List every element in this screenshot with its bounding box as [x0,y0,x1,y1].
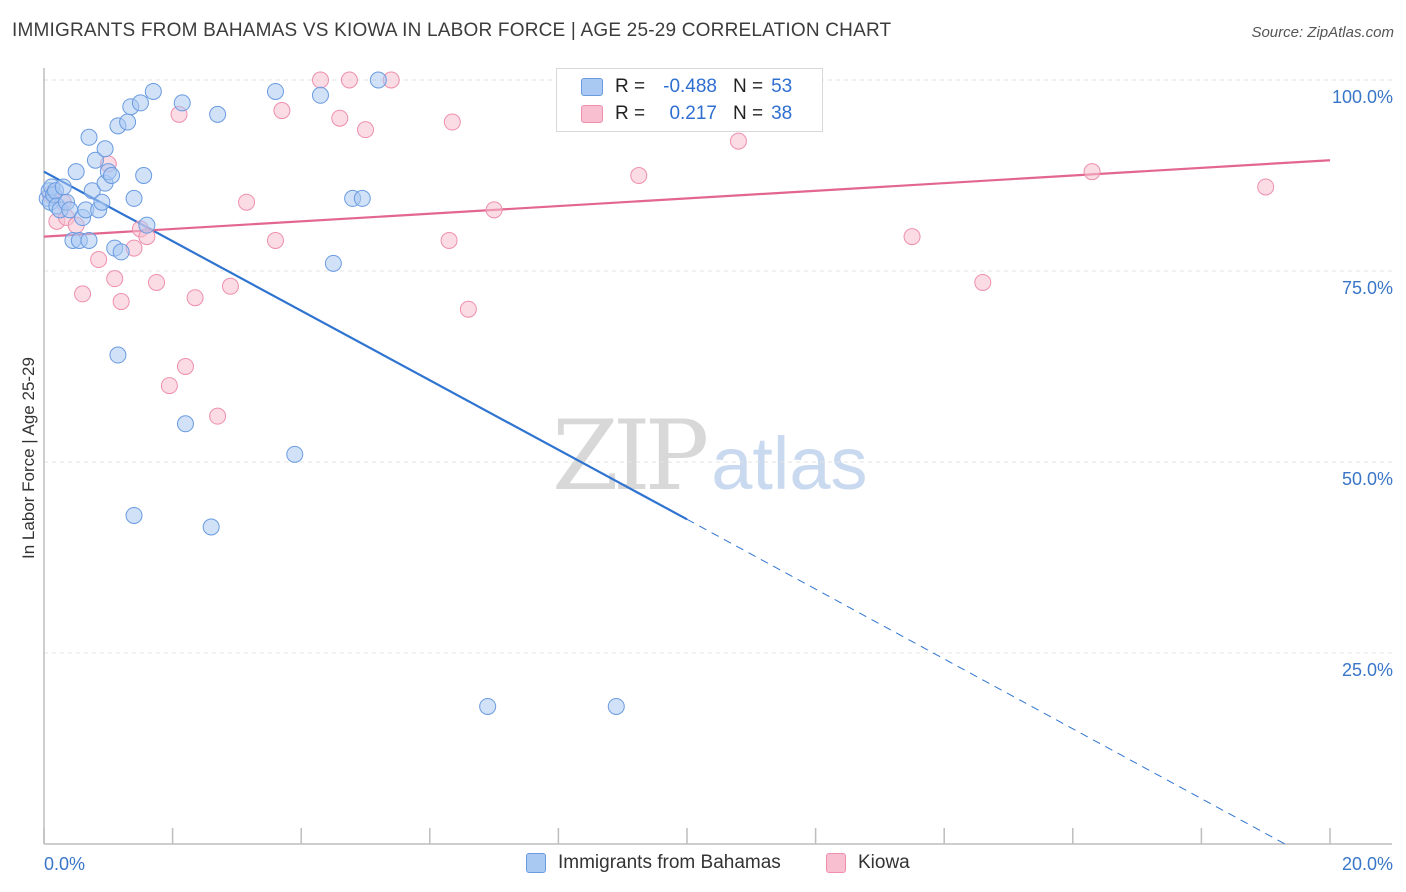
point-bahamas [125,506,143,524]
point-kiowa [221,277,239,295]
y-axis-label: In Labor Force | Age 25-29 [19,357,38,559]
point-bahamas [93,193,111,211]
series-name-bahamas: Immigrants from Bahamas [558,852,781,873]
correlation-legend: R = -0.488 N = 53 R = 0.217 N = 38 [556,68,823,132]
legend-n-label: N = [733,76,764,97]
point-bahamas [54,178,72,196]
point-kiowa [238,193,256,211]
axes [43,68,1392,845]
point-kiowa [176,358,194,375]
zipatlas-watermark: ZIP atlas [552,400,868,512]
point-bahamas [125,189,143,207]
legend-r-value: -0.488 [663,76,717,97]
y-tick-label: 75.0% [1342,278,1393,298]
watermark-zip: ZIP [552,400,709,512]
point-bahamas [202,518,220,536]
point-kiowa [459,300,477,318]
point-kiowa [266,231,284,249]
x-tick-label: 0.0% [44,854,85,874]
point-bahamas [266,82,284,100]
point-bahamas [83,182,101,200]
point-bahamas [103,167,121,184]
legend-r-label: R = [615,103,646,124]
point-kiowa [74,285,92,303]
series-legend: Immigrants from Bahamas Kiowa [0,852,1406,878]
legend-r-label: R = [615,76,646,97]
trend-lines [43,159,1331,845]
legend-swatch-blue [581,78,603,96]
point-kiowa [160,377,178,395]
legend-r-value: 0.217 [669,103,717,124]
series-legend-bahamas: Immigrants from Bahamas [526,852,781,874]
point-bahamas [80,231,98,249]
point-bahamas [112,243,130,261]
point-bahamas [135,167,153,184]
trend-line-kiowa [43,159,1331,238]
point-kiowa [357,121,374,139]
point-bahamas [138,216,156,234]
point-kiowa [106,270,124,288]
point-kiowa [340,71,358,89]
chart-title: IMMIGRANTS FROM BAHAMAS VS KIOWA IN LABO… [12,20,892,41]
point-bahamas [80,128,98,146]
point-kiowa [331,109,349,127]
point-kiowa [209,407,227,425]
point-kiowa [186,289,204,307]
series-swatch-pink [826,853,846,873]
tick-labels: 25.0% 50.0% 75.0% 100.0% 0.0% 20.0% [44,87,1393,874]
point-bahamas [286,445,304,463]
point-bahamas [86,151,104,169]
point-bahamas [131,94,149,112]
point-bahamas [176,415,194,433]
point-bahamas [119,113,137,131]
series-swatch-blue [526,853,546,873]
grid-lines [44,79,1392,654]
series-name-kiowa: Kiowa [858,852,910,873]
point-bahamas [67,163,85,181]
watermark-atlas: atlas [711,422,868,505]
point-bahamas [144,82,162,100]
point-kiowa [974,273,992,291]
legend-n-label: N = [733,103,764,124]
point-kiowa [440,231,458,249]
point-kiowa [311,71,329,89]
point-kiowa [90,251,108,269]
point-bahamas [209,105,227,123]
point-bahamas [479,697,497,715]
legend-row-bahamas: R = -0.488 N = 53 [581,75,792,99]
y-tick-label: 25.0% [1342,660,1393,680]
point-kiowa [273,102,291,120]
legend-n-value: 38 [771,103,793,124]
point-bahamas [173,94,191,112]
y-tick-label: 50.0% [1342,469,1393,489]
legend-swatch-pink [581,105,603,123]
point-bahamas [96,140,114,158]
series-legend-kiowa: Kiowa [826,852,910,874]
point-bahamas [369,71,387,89]
data-points [38,71,1275,715]
point-kiowa [630,167,648,184]
point-bahamas [353,189,371,207]
point-bahamas [324,254,342,272]
point-kiowa [443,113,461,131]
point-bahamas [109,346,127,364]
chart-source: Source: ZipAtlas.com [1251,24,1394,41]
y-tick-label: 100.0% [1332,87,1393,107]
trend-line-bahamas-extension [686,518,1286,845]
legend-row-kiowa: R = 0.217 N = 38 [581,102,792,126]
point-kiowa [485,201,503,219]
point-kiowa [1257,178,1275,196]
point-kiowa [112,293,130,311]
legend-n-value: 53 [771,76,793,97]
point-kiowa [903,228,921,246]
point-kiowa [148,273,166,291]
point-kiowa [729,132,747,150]
point-bahamas [311,86,329,104]
point-bahamas [607,697,625,715]
x-tick-label: 20.0% [1342,854,1393,874]
point-kiowa [1083,163,1101,181]
